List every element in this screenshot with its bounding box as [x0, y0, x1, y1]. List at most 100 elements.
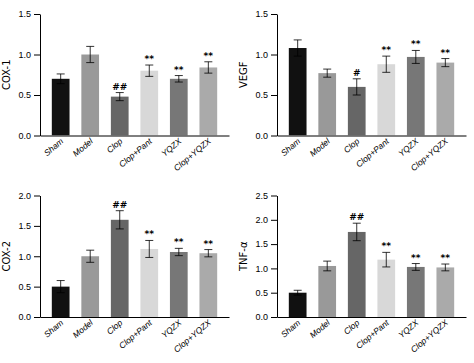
- x-tick-label: Sham: [279, 318, 302, 340]
- y-tick: 0.0: [255, 131, 277, 141]
- axis-domain: [278, 317, 467, 318]
- y-tick: 1.0: [255, 50, 277, 60]
- error-bar: [116, 211, 124, 229]
- error-bar: [412, 264, 420, 271]
- panel: ##******0.00.51.01.5ShamModelClopClop+Pa…: [1, 9, 230, 173]
- error-bar: [441, 264, 449, 271]
- x-tick: Clop: [105, 317, 125, 336]
- y-tick: 1.5: [255, 239, 277, 249]
- y-tick: 0.0: [255, 312, 277, 322]
- y-tick-mark: [271, 55, 277, 56]
- x-tick: Clop+YQZX: [172, 317, 214, 354]
- annotation: **: [441, 253, 451, 263]
- x-axis: ShamModelClopClop+PantYQZXClop+YQZX: [41, 317, 230, 355]
- x-tick: Model: [308, 317, 333, 340]
- y-tick: 0.5: [18, 90, 40, 100]
- y-tick: 2.5: [255, 191, 277, 201]
- annotations: ##******: [349, 212, 450, 263]
- x-tick: Sham: [42, 318, 65, 340]
- axis-domain: [277, 15, 278, 137]
- annotation: **: [382, 45, 392, 55]
- bar: [318, 266, 336, 317]
- annotation: **: [411, 253, 421, 263]
- error-bar: [86, 46, 94, 62]
- bar: [318, 73, 336, 135]
- error-bar: [57, 74, 65, 84]
- y-tick-mark: [34, 55, 40, 56]
- annotation: **: [382, 241, 392, 251]
- y-tick: 0.5: [255, 288, 277, 298]
- error-bar: [382, 56, 390, 72]
- x-tick-label: YQZX: [159, 136, 183, 159]
- y-tick-label: 0.5: [255, 288, 268, 298]
- annotation: **: [174, 237, 184, 247]
- y-tick-label: 2.0: [18, 191, 31, 201]
- error-bar: [145, 65, 153, 76]
- x-tick-label: Clop+Pant: [354, 317, 392, 351]
- x-tick-label: Clop+YQZX: [409, 317, 451, 354]
- y-tick-mark: [271, 95, 277, 96]
- y-tick: 0.0: [18, 131, 40, 141]
- x-axis: Sham Model ClopClop+PantYQZXClop+YQZX: [278, 317, 467, 355]
- annotations: ##******: [112, 51, 213, 92]
- marks: [52, 46, 217, 135]
- x-tick: Sham: [279, 318, 302, 340]
- x-axis: ShamModelClopClop+PantYQZXClop+YQZX: [41, 135, 230, 173]
- x-tick: Clop+YQZX: [409, 136, 451, 173]
- annotation: **: [411, 39, 421, 49]
- annotations: ##******: [112, 200, 213, 249]
- y-tick: 0.5: [18, 282, 40, 292]
- x-tick: Clop: [342, 317, 362, 336]
- y-axis: 0.00.51.01.52.02.5: [255, 191, 277, 323]
- x-tick: Sham: [42, 136, 65, 158]
- y-tick-mark: [271, 268, 277, 269]
- error-bar: [204, 62, 212, 73]
- error-bar: [353, 79, 361, 95]
- x-tick-label: Clop: [105, 136, 125, 155]
- bar: [436, 63, 454, 136]
- x-tick-label: Clop: [342, 317, 362, 336]
- panel: #******0.00.51.01.5ShamModelClopClop+Pan…: [238, 9, 467, 173]
- bar: [289, 293, 307, 317]
- y-tick: 0.5: [255, 90, 277, 100]
- y-tick-label: 0.0: [18, 312, 31, 322]
- y-tick-label: 1.0: [18, 50, 31, 60]
- x-tick-label: Clop+Pant: [354, 136, 392, 170]
- error-bar: [294, 290, 302, 295]
- bar: [348, 232, 366, 317]
- x-tick: Clop+YQZX: [409, 317, 451, 354]
- y-tick-mark: [34, 287, 40, 288]
- bar: [140, 71, 158, 136]
- x-tick: YQZX: [396, 317, 420, 340]
- bar: [170, 79, 188, 136]
- y-tick-label: 1.0: [255, 264, 268, 274]
- y-tick: 0.0: [18, 312, 40, 322]
- bar: [81, 256, 99, 317]
- bar: [289, 48, 307, 135]
- error-bar: [175, 248, 183, 255]
- annotations: #******: [353, 39, 450, 77]
- panel: ##******0.00.51.01.52.0ShamModelClopClop…: [1, 191, 230, 355]
- axis-domain: [40, 196, 41, 318]
- bar: [377, 260, 395, 317]
- axis-domain: [41, 317, 230, 318]
- figure: ##******0.00.51.01.5ShamModelClopClop+Pa…: [0, 0, 474, 363]
- y-tick-mark: [34, 317, 40, 318]
- x-tick-label: Sham: [279, 136, 302, 158]
- y-tick-label: 0.0: [255, 312, 268, 322]
- marks: [289, 223, 454, 317]
- error-bar: [145, 240, 153, 257]
- annotation: ##: [112, 200, 127, 210]
- y-axis: 0.00.51.01.5: [18, 9, 40, 141]
- x-tick: Model: [71, 135, 96, 158]
- annotation: **: [174, 65, 184, 75]
- bar: [199, 67, 217, 135]
- bar: [81, 55, 99, 136]
- x-tick: Clop+Pant: [354, 317, 392, 351]
- annotation: **: [145, 54, 155, 64]
- x-tick: Model: [308, 135, 333, 158]
- y-axis-title: TNF-α: [238, 241, 249, 272]
- y-tick-mark: [34, 226, 40, 227]
- x-tick: Clop+YQZX: [172, 136, 214, 173]
- x-tick-label: YQZX: [396, 136, 420, 159]
